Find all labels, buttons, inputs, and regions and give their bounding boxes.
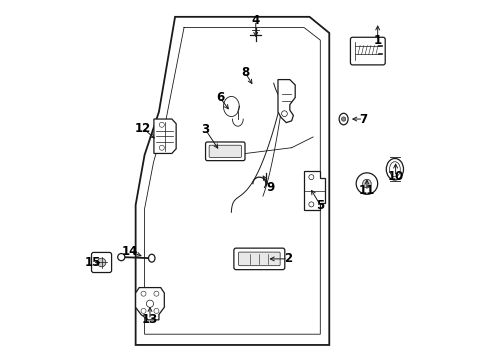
FancyBboxPatch shape [209, 145, 242, 157]
Text: 7: 7 [359, 113, 368, 126]
Circle shape [154, 291, 159, 296]
Polygon shape [304, 171, 325, 211]
FancyBboxPatch shape [234, 248, 285, 270]
Text: 5: 5 [316, 199, 324, 212]
Ellipse shape [390, 162, 400, 177]
Circle shape [118, 253, 125, 261]
Text: 14: 14 [122, 245, 139, 258]
Circle shape [356, 173, 378, 194]
Polygon shape [278, 80, 295, 123]
Polygon shape [154, 119, 176, 153]
Circle shape [147, 300, 153, 307]
Text: 15: 15 [84, 256, 101, 269]
Text: 9: 9 [266, 181, 274, 194]
Polygon shape [136, 17, 329, 345]
FancyBboxPatch shape [350, 37, 385, 65]
Polygon shape [136, 288, 164, 320]
Ellipse shape [148, 254, 155, 262]
Circle shape [154, 309, 159, 314]
Text: 6: 6 [216, 91, 224, 104]
Ellipse shape [339, 113, 348, 125]
Ellipse shape [386, 158, 403, 180]
FancyBboxPatch shape [205, 142, 245, 161]
Text: 1: 1 [373, 33, 382, 47]
Circle shape [141, 291, 146, 296]
Circle shape [282, 111, 287, 117]
FancyBboxPatch shape [239, 252, 280, 266]
Text: 11: 11 [359, 184, 375, 197]
Circle shape [141, 309, 146, 314]
Circle shape [159, 122, 164, 127]
Circle shape [342, 117, 346, 121]
Text: 13: 13 [142, 313, 158, 327]
Circle shape [363, 179, 371, 188]
Text: 10: 10 [388, 170, 404, 183]
Circle shape [309, 175, 314, 180]
Circle shape [159, 145, 164, 150]
Text: 3: 3 [201, 123, 210, 136]
FancyBboxPatch shape [92, 252, 112, 273]
Text: 2: 2 [284, 252, 292, 265]
Text: 8: 8 [241, 66, 249, 79]
Circle shape [97, 258, 106, 267]
Text: 12: 12 [135, 122, 151, 135]
Text: 4: 4 [252, 14, 260, 27]
Circle shape [309, 202, 314, 207]
